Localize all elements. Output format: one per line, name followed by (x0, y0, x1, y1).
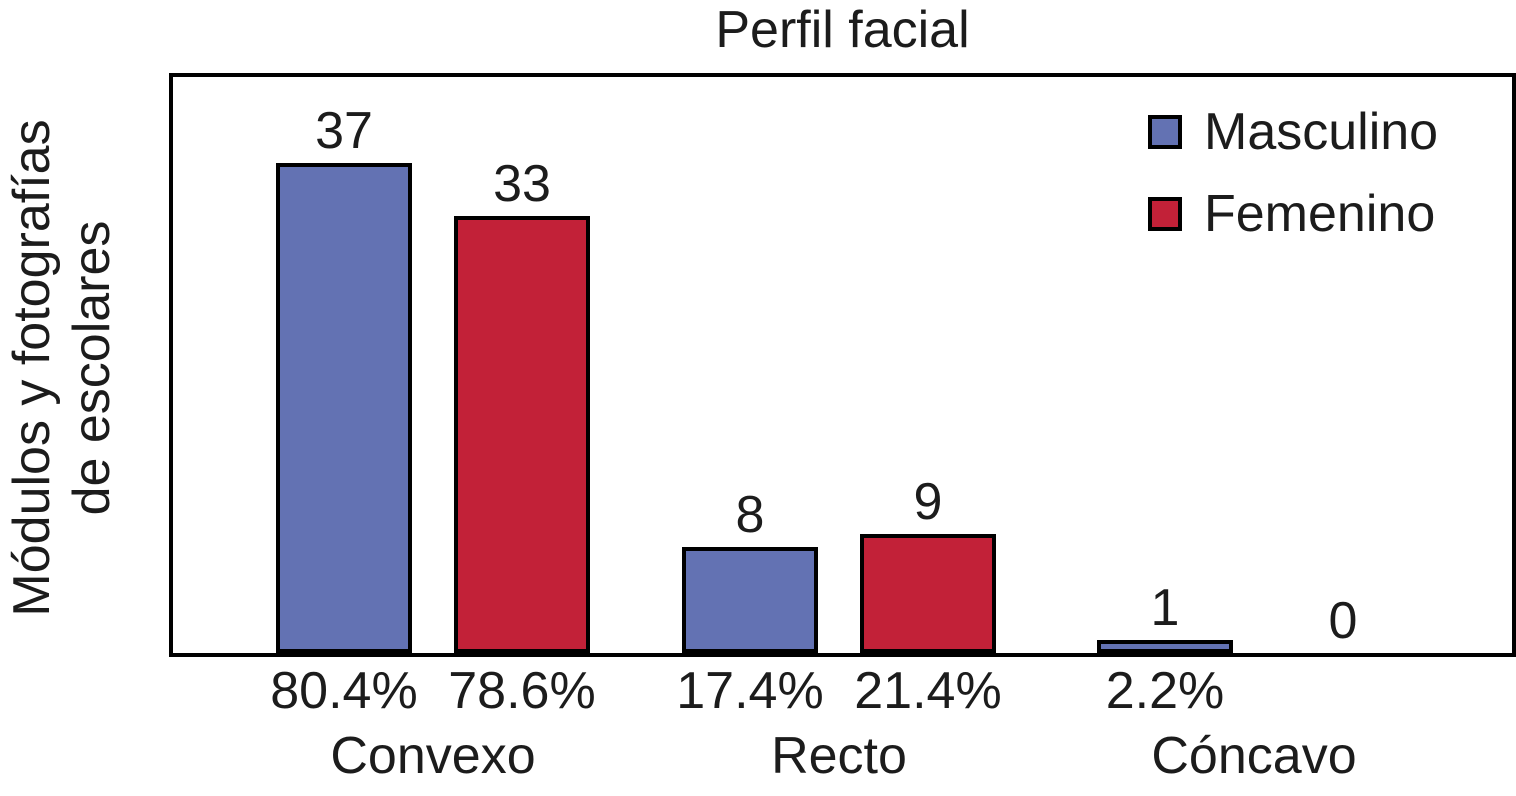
percent-label-femenino-recto: 21.4% (854, 662, 1002, 720)
percent-label-masculino-recto: 17.4% (676, 662, 824, 720)
category-axis-label-recto: Recto (771, 727, 907, 785)
value-label-femenino-concavo: 0 (1328, 592, 1358, 650)
legend-label-masculino: Masculino (1204, 103, 1439, 161)
chart-title: Perfil facial (715, 1, 970, 59)
value-label-femenino-convexo: 33 (493, 155, 551, 213)
y-axis-label-line1: Módulos y fotografías (3, 119, 61, 617)
y-axis-label: Módulos y fotografías de escolares (2, 58, 122, 678)
masculino-color-swatch (1148, 115, 1182, 149)
legend-label-femenino: Femenino (1204, 185, 1436, 243)
value-label-femenino-recto: 9 (913, 473, 943, 531)
percent-label-masculino-concavo: 2.2% (1105, 662, 1225, 720)
bar-masculino-convexo (276, 163, 412, 653)
bar-masculino-recto (682, 547, 818, 653)
bar-femenino-recto (860, 534, 996, 653)
legend-item-femenino: Femenino (1148, 186, 1438, 242)
legend-item-masculino: Masculino (1148, 104, 1438, 160)
bar-femenino-convexo (454, 216, 590, 653)
y-axis-label-line2: de escolares (63, 220, 121, 516)
category-axis-label-convexo: Convexo (330, 727, 536, 785)
femenino-color-swatch (1148, 197, 1182, 231)
value-label-masculino-recto: 8 (735, 486, 765, 544)
value-label-masculino-convexo: 37 (315, 102, 373, 160)
category-axis-label-concavo: Cóncavo (1151, 727, 1357, 785)
bar-masculino-concavo (1097, 640, 1233, 653)
legend: Masculino Femenino (1148, 104, 1438, 268)
percent-label-masculino-convexo: 80.4% (270, 662, 418, 720)
percent-label-femenino-convexo: 78.6% (448, 662, 596, 720)
value-label-masculino-concavo: 1 (1150, 579, 1180, 637)
